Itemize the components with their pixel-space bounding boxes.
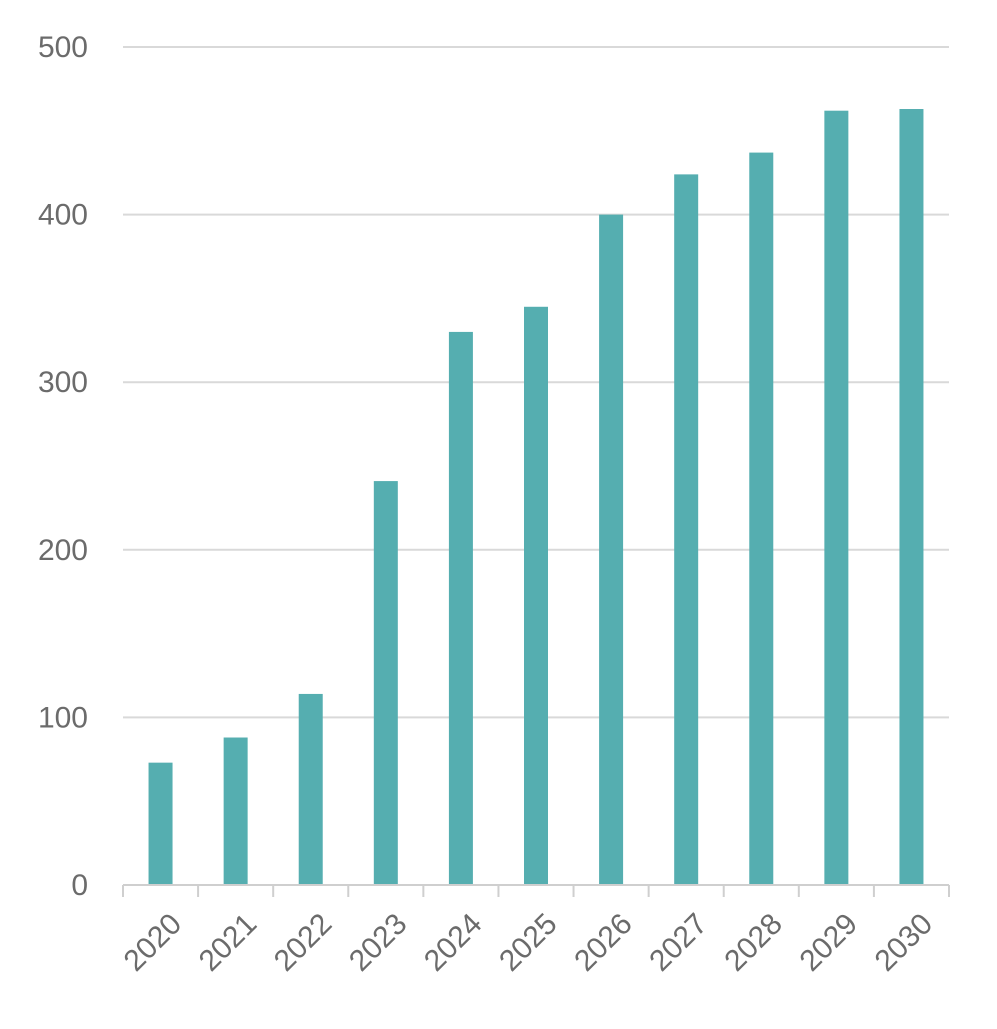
bars [148,109,924,886]
bar-2027 [674,174,699,886]
bar-2023 [373,481,398,885]
x-axis [122,884,950,897]
x-tick-label-2025: 2025 [493,907,564,978]
y-tick-label: 100 [38,701,88,734]
y-tick-label: 200 [38,534,88,567]
bar-2021 [223,737,248,885]
bar-2030 [899,109,924,885]
x-tick-label-2022: 2022 [268,907,339,978]
x-tick-label-2026: 2026 [568,907,639,978]
y-tick-label: 300 [38,366,88,399]
bar-2029 [824,110,849,886]
x-tick-label-2023: 2023 [343,907,414,978]
x-tick-label-2030: 2030 [869,907,940,978]
y-tick-labels: 0 100 200 300 400 500 [38,31,88,902]
x-tick-label-2029: 2029 [793,907,864,978]
x-tick-label-2027: 2027 [643,907,714,978]
bar-2026 [599,214,624,886]
bar-2024 [448,331,473,885]
bar-2022 [298,693,323,885]
bar-2020 [148,762,173,885]
y-tick-label: 400 [38,199,88,232]
bar-2028 [749,152,774,885]
x-tick-label-2024: 2024 [418,907,489,978]
y-tick-label: 500 [38,31,88,64]
x-tick-label-2021: 2021 [193,907,264,978]
x-tick-label-2020: 2020 [118,907,189,978]
x-tick-label-2028: 2028 [718,907,789,978]
x-tick-labels: 2020 2021 2022 2023 2024 2025 2026 2027 2028 2029… [118,907,939,978]
bar-2025 [524,306,548,885]
y-tick-label: 0 [71,869,88,902]
